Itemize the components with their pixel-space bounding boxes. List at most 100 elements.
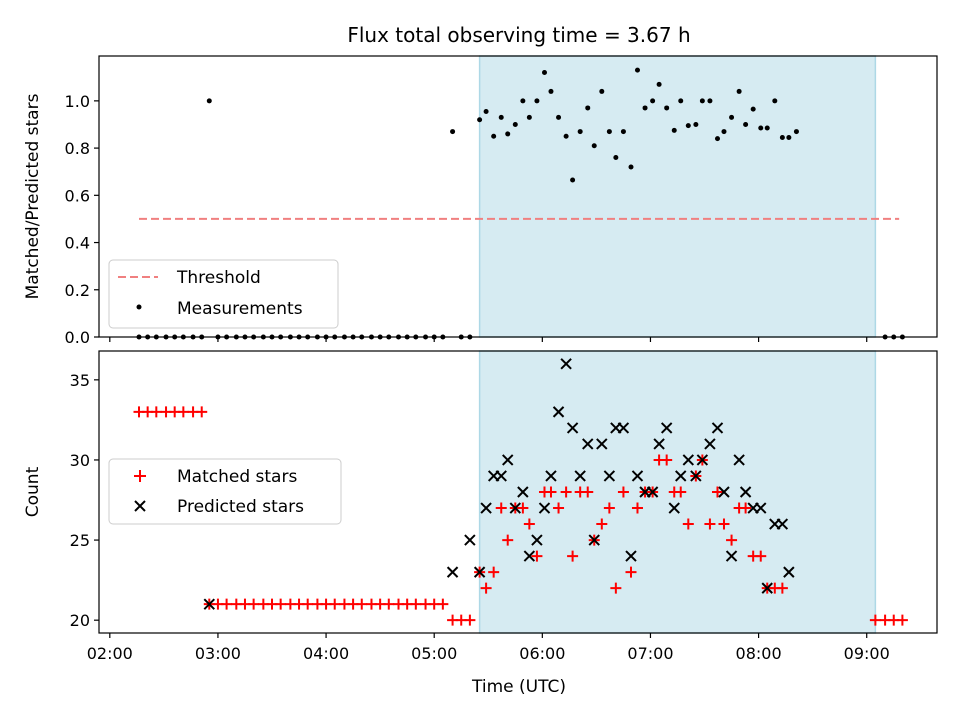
ratio-legend: Threshold Measurements xyxy=(108,259,339,329)
measurement-point xyxy=(750,106,756,112)
measurement-point xyxy=(699,98,705,104)
predicted-star-point xyxy=(631,470,644,482)
measurement-point xyxy=(772,98,778,104)
measurement-point xyxy=(577,129,583,135)
predicted-star-point xyxy=(783,566,795,578)
measurement-point xyxy=(498,114,504,120)
predicted-star-point xyxy=(704,438,716,450)
matched-star-point xyxy=(617,486,629,498)
predicted-star-point xyxy=(603,470,616,482)
predicted-star-point xyxy=(675,470,687,482)
measurement-point xyxy=(758,125,764,131)
measurement-point xyxy=(664,105,670,111)
measurement-point xyxy=(620,129,626,135)
predicted-star-point xyxy=(668,502,680,514)
measurement-point xyxy=(520,98,526,104)
y-tick-label: 1.0 xyxy=(65,92,90,111)
predicted-star-point xyxy=(660,422,673,434)
matched-star-point xyxy=(177,406,189,418)
measurement-point xyxy=(693,121,699,127)
matched-star-point xyxy=(221,598,233,610)
predicted-star-point xyxy=(755,502,767,514)
measurement-point xyxy=(779,134,785,140)
matched-star-point xyxy=(740,502,752,514)
matched-star-point xyxy=(437,598,449,610)
measurement-point xyxy=(556,114,562,120)
matched-star-point xyxy=(248,598,260,610)
matched-star-point xyxy=(603,502,615,514)
measurement-point xyxy=(450,129,456,135)
predicted-star-point xyxy=(480,502,492,514)
predicted-star-point xyxy=(739,486,752,498)
matched-star-point xyxy=(495,502,507,514)
predicted-star-point xyxy=(552,406,565,418)
x-axis-label: Time (UTC) xyxy=(471,677,566,697)
y-tick-label: 0.4 xyxy=(65,234,90,253)
predicted-star-point xyxy=(725,550,738,562)
matched-star-point xyxy=(356,598,368,610)
ratio-axes-frame xyxy=(98,55,938,338)
predicted-star-point xyxy=(582,438,594,450)
matched-star-point xyxy=(196,406,208,418)
count-y-axis-label: Count xyxy=(23,466,43,517)
legend-predicted-swatch xyxy=(134,500,146,512)
predicted-star-point xyxy=(646,486,659,498)
y-tick-label: 0.0 xyxy=(65,328,90,347)
predicted-star-point xyxy=(711,422,724,434)
matched-star-point xyxy=(896,614,908,626)
predicted-star-point xyxy=(538,502,551,514)
measurement-point xyxy=(483,108,489,114)
legend-box xyxy=(108,458,342,525)
measurement-point xyxy=(541,70,547,76)
predicted-star-point xyxy=(517,486,529,498)
predicted-star-point xyxy=(502,454,514,466)
predicted-star-point xyxy=(560,358,572,370)
legend-matched-swatch xyxy=(134,470,146,482)
measurement-point xyxy=(563,133,569,139)
measurement-point xyxy=(656,81,662,87)
matched-star-point xyxy=(718,518,730,530)
count-x-ticks: 02:00 03:00 04:00 05:00 06:00 07:00 08:00 09:00 xyxy=(87,633,890,663)
legend-measurements-label: Measurements xyxy=(177,299,303,319)
measurement-point xyxy=(721,129,727,135)
matched-star-point xyxy=(631,502,643,514)
predicted-star-point xyxy=(733,454,745,466)
predicted-star-point xyxy=(574,470,586,482)
measurement-point xyxy=(613,155,619,161)
predicted-star-point xyxy=(531,534,543,546)
predicted-star-point xyxy=(617,422,630,434)
x-tick-label: 05:00 xyxy=(411,644,457,663)
measurement-point xyxy=(707,98,713,104)
matched-star-point xyxy=(711,486,723,498)
ratio-y-axis-label: Matched/Predicted stars xyxy=(23,93,43,299)
matched-star-point xyxy=(410,598,422,610)
x-tick-label: 02:00 xyxy=(87,644,133,663)
ratio-shaded-region xyxy=(478,55,877,338)
count-y-ticks: 20 25 30 35 xyxy=(70,371,99,630)
x-tick-label: 04:00 xyxy=(303,644,349,663)
ratio-panel: 0.0 0.2 0.4 0.6 0.8 1.0 Matched/Predicted sta… xyxy=(23,55,938,347)
x-tick-label: 07:00 xyxy=(627,644,673,663)
measurement-point xyxy=(526,114,532,120)
measurement-point xyxy=(548,88,554,94)
matched-star-point xyxy=(553,502,565,514)
matched-star-point xyxy=(675,486,687,498)
matched-star-point xyxy=(776,582,788,594)
measurement-point xyxy=(591,143,597,149)
y-tick-label: 35 xyxy=(70,371,90,390)
predicted-star-point xyxy=(761,582,773,594)
matched-star-point xyxy=(488,566,500,578)
matched-star-point xyxy=(726,534,738,546)
predicted-star-point xyxy=(473,566,486,578)
legend-measurements-swatch xyxy=(136,304,142,310)
measurement-point xyxy=(764,125,770,131)
matched-star-point xyxy=(560,486,572,498)
y-tick-label: 30 xyxy=(70,451,90,470)
predicted-star-point xyxy=(495,470,507,482)
predicted-star-point xyxy=(509,502,522,514)
matched-star-point xyxy=(464,614,476,626)
predicted-star-point xyxy=(523,550,536,562)
y-tick-label: 0.2 xyxy=(65,281,90,300)
measurement-point xyxy=(206,98,212,104)
